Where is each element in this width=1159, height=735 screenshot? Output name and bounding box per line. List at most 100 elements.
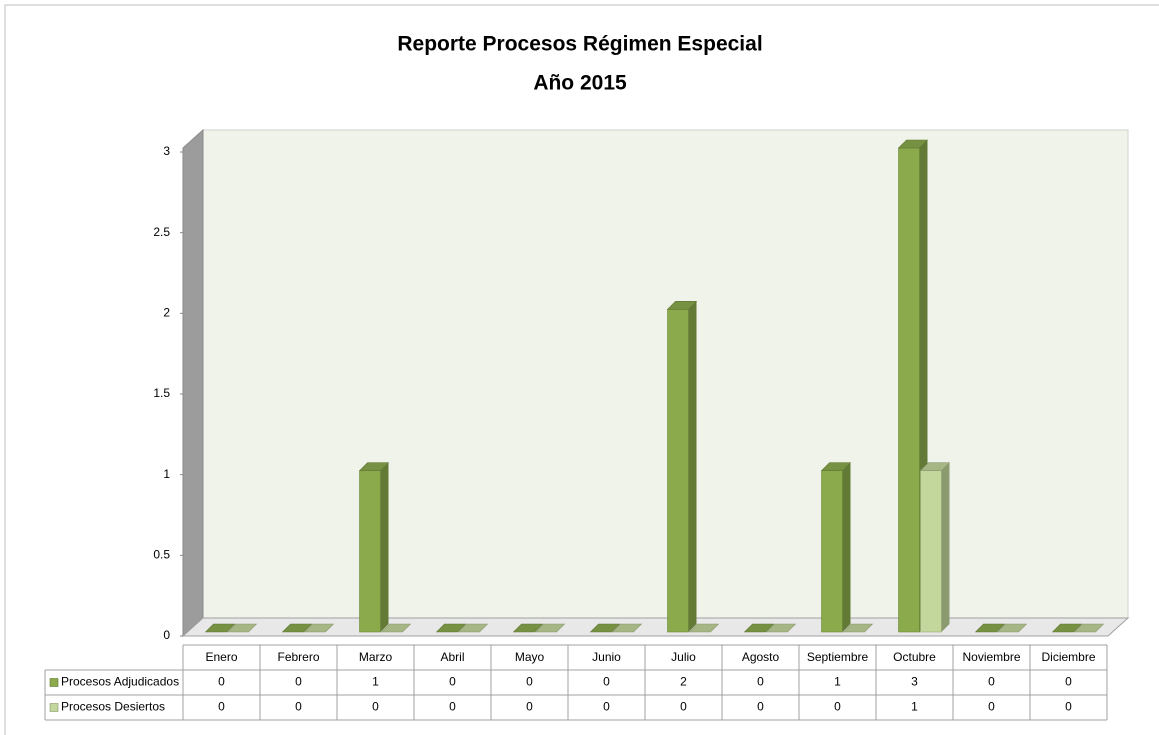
bar-top [380,623,412,633]
table-value: 0 [988,700,995,714]
x-tick-label: Noviembre [962,650,1020,664]
bar-top [226,623,258,633]
bar [919,462,951,633]
table-value: 0 [680,700,687,714]
table-value: 0 [1065,675,1072,689]
bar-side [688,301,697,632]
bar-top [1051,623,1083,633]
table-value: 3 [911,675,918,689]
table-value: 1 [834,675,841,689]
table-value: 0 [603,675,610,689]
y-tick-label: 1 [163,467,170,481]
bar-front [920,470,942,633]
bar [743,623,775,633]
bar-top [688,623,720,633]
bar [380,623,412,633]
x-tick-label: Abril [440,650,464,664]
bar-top [358,462,390,471]
table-value: 1 [372,675,379,689]
legend-label: Procesos Desiertos [61,700,165,714]
bar-front [667,309,689,633]
table-value: 0 [526,675,533,689]
table-value: 0 [295,700,302,714]
legend-key [49,703,59,712]
table-value: 0 [218,700,225,714]
table-value: 0 [218,675,225,689]
bar-top [611,623,643,633]
chart-border [4,4,1159,735]
bar [303,623,335,633]
bar [534,623,566,633]
bar-top [1073,623,1105,633]
bar [611,623,643,633]
bar-top [974,623,1006,633]
back-wall [202,129,1129,619]
bar [765,623,797,633]
bar-top [281,623,313,633]
bar [435,623,467,633]
table-value: 0 [372,700,379,714]
bar-top [512,623,544,633]
y-tick-label: 2 [163,306,170,320]
bar-top [820,462,852,471]
bar-top [589,623,621,633]
bar-front [359,470,381,633]
bar-top [897,139,929,149]
table-value: 2 [680,675,687,689]
y-tick-label: 3 [163,144,170,158]
x-tick-label: Febrero [277,650,319,664]
x-tick-label: Agosto [742,650,780,664]
bar [457,623,489,633]
bar-side [842,462,851,632]
bar-top [765,623,797,633]
y-tick-label: 2.5 [153,225,170,239]
table-value: 0 [449,675,456,689]
y-tick-label: 0 [163,628,170,642]
table-value: 0 [988,675,995,689]
bar-front [898,147,920,633]
table-value: 0 [449,700,456,714]
x-tick-label: Enero [205,650,237,664]
table-value: 0 [834,700,841,714]
table-value: 0 [295,675,302,689]
bar-top [303,623,335,633]
legend-label: Procesos Adjudicados [61,675,179,689]
bar-top [457,623,489,633]
x-tick-label: Julio [671,650,696,664]
floor [181,617,1130,637]
legend-key [49,678,59,687]
x-tick-label: Marzo [359,650,393,664]
bar [974,623,1006,633]
bar-top [842,623,874,633]
bar [688,623,720,633]
bar-top [204,623,236,633]
bar-top [534,623,566,633]
table-value: 1 [911,700,918,714]
table-value: 0 [1065,700,1072,714]
bar [842,623,874,633]
bar-top [743,623,775,633]
bar [1073,623,1105,633]
bar [666,301,698,633]
bar-top [919,462,951,471]
bar [820,462,852,633]
bar [589,623,621,633]
bar [1051,623,1083,633]
x-tick-label: Septiembre [807,650,869,664]
x-tick-label: Octubre [893,650,936,664]
bar-side [941,462,950,632]
y-tick-label: 1.5 [153,386,170,400]
bar-side [380,462,389,632]
x-tick-label: Diciembre [1041,650,1095,664]
bar-top [666,301,698,310]
bar-front [821,470,843,633]
table-value: 0 [757,675,764,689]
y-tick-label: 0.5 [153,548,170,562]
bar [226,623,258,633]
bar-top [435,623,467,633]
chart-subtitle: Año 2015 [533,72,627,95]
side-wall [182,128,204,638]
bar-top [996,623,1028,633]
chart-title: Reporte Procesos Régimen Especial [397,33,762,56]
